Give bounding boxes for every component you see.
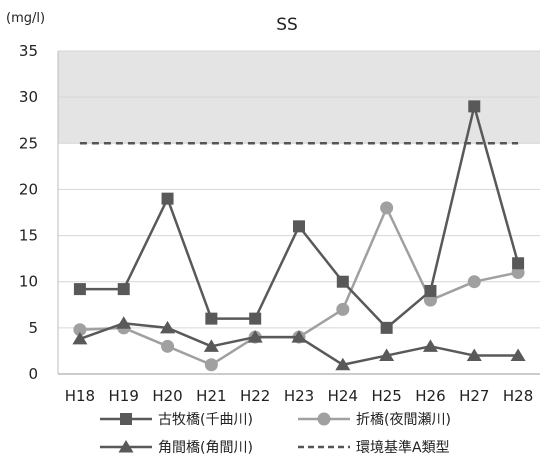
y-tick-label: 35 [19,42,38,60]
data-point [203,339,219,352]
chart-title: SS [276,15,298,35]
data-point [205,312,218,325]
legend: 古牧橋(千曲川) 折橋(夜間瀬川) 角間橋(角間川) 環境基準A類型 [100,412,451,456]
data-point [510,348,526,362]
data-point [293,220,305,233]
data-point [512,257,525,270]
legend-swatch-marker [317,412,331,426]
legend-swatch-marker [120,413,132,425]
x-tick-label: H28 [503,387,533,405]
plot-area: 0 5 10 15 20 25 30 35 H18 H19 H20 H21 H22 H23 H24 H25 H2… [19,42,540,405]
data-point [468,100,481,113]
legend-swatch-marker [118,440,134,453]
data-point [249,312,262,325]
series-line [79,321,519,367]
data-point [380,201,394,215]
y-tick-label: 15 [19,227,38,245]
data-point [380,321,393,334]
y-tick-label: 25 [19,134,38,152]
legend-label: 環境基準A類型 [356,439,450,456]
y-tick-label: 0 [28,365,38,383]
data-point [117,283,130,296]
x-tick-label: H26 [415,387,445,405]
legend-label: 折橋(夜間瀬川) [356,412,451,428]
data-point [336,275,349,288]
data-point [160,320,176,334]
data-point [72,331,88,345]
legend-label: 角間橋(角間川) [158,440,253,456]
x-tick-label: H24 [328,387,358,405]
data-point [73,323,87,337]
x-tick-label: H21 [196,387,226,405]
x-tick-label: H19 [109,387,139,405]
x-tick-label: H18 [65,387,95,405]
data-point [335,357,351,371]
x-tick-label: H23 [284,387,314,405]
data-point [467,275,481,289]
data-point [204,358,218,372]
data-point [291,330,307,343]
data-point [161,192,174,205]
data-point [247,330,263,343]
x-tick-label: H22 [240,387,270,405]
data-point [73,283,86,296]
x-tick-label: H25 [371,387,401,405]
y-tick-label: 10 [19,273,38,291]
data-point [422,339,438,352]
data-point [466,348,482,362]
y-tick-label: 20 [19,180,38,198]
legend-label: 古牧橋(千曲川) [158,412,253,428]
y-tick-label: 5 [28,319,38,337]
unit-label: (mg/l) [6,11,45,26]
data-point [379,348,395,362]
data-point [161,339,175,353]
data-point [116,316,132,329]
data-point [424,284,437,297]
x-tick-label: H27 [459,387,489,405]
data-point [336,302,350,316]
x-tick-label: H20 [152,387,182,405]
y-tick-label: 30 [19,88,38,106]
